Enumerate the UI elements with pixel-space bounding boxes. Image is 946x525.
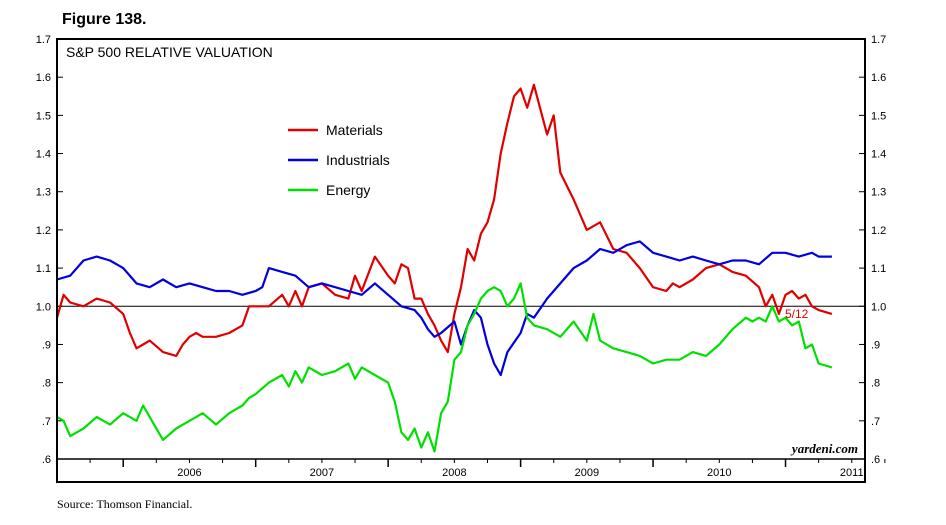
x-year-label: 2007 [310,467,334,479]
series-lines [55,83,833,453]
y-tick-label-left: 1.2 [36,225,51,237]
y-tick-label-right: 1.2 [871,225,886,237]
series-line-industrials [56,240,832,377]
y-tick-label-left: 1.7 [36,34,51,46]
legend: Materials Industrials Energy [288,122,390,198]
y-tick-label-right: .6 [871,454,880,466]
plot-frame [56,38,866,483]
y-tick-label-left: .9 [42,339,51,351]
y-tick-label-right: 1.1 [871,263,886,275]
y-tick-label-left: 1.5 [36,110,51,122]
end-date-label: 5/12 [785,307,809,321]
y-tick-label-right: 1.3 [871,187,886,199]
x-year-label: 2011 [840,467,864,479]
y-tick-label-right: .7 [871,416,880,428]
x-year-label: 2008 [442,467,466,479]
x-year-label: 2006 [177,467,201,479]
y-tick-label-right: 1.4 [871,149,886,161]
y-tick-label-left: .8 [42,378,51,390]
credit-label: yardeni.com [790,441,858,456]
y-axis-left: 1.7 1.6 1.5 1.4 1.3 1.2 1.1 1.0 .9 .8 .7 .6 [36,34,63,466]
y-tick-label-right: 1.0 [871,301,886,313]
y-tick-label-right: 1.6 [871,72,886,84]
x-axis: 2006 2007 2008 2009 2010 2011 [57,458,886,479]
y-tick-label-left: .6 [42,454,51,466]
chart-title: S&P 500 RELATIVE VALUATION [66,44,273,60]
y-tick-label-right: 1.5 [871,110,886,122]
y-tick-label-left: .7 [42,416,51,428]
legend-label-energy: Energy [326,182,370,198]
legend-label-industrials: Industrials [326,152,390,168]
source-note: Source: Thomson Financial. [57,497,193,511]
y-tick-label-left: 1.3 [36,187,51,199]
x-year-label: 2009 [575,467,599,479]
series-line-materials [55,83,833,357]
series-line-energy [56,282,833,453]
x-year-label: 2010 [707,467,731,479]
y-tick-label-left: 1.1 [36,263,51,275]
legend-label-materials: Materials [326,122,383,138]
y-tick-label-left: 1.0 [36,301,51,313]
y-tick-label-left: 1.4 [36,149,51,161]
figure-label: Figure 138. [62,11,147,28]
y-tick-label-right: .9 [871,339,880,351]
y-tick-label-left: 1.6 [36,72,51,84]
y-axis-right: 1.7 1.6 1.5 1.4 1.3 1.2 1.1 1.0 .9 .8 .7 .6 [859,34,886,466]
y-tick-label-right: .8 [871,378,880,390]
y-tick-label-right: 1.7 [871,34,886,46]
